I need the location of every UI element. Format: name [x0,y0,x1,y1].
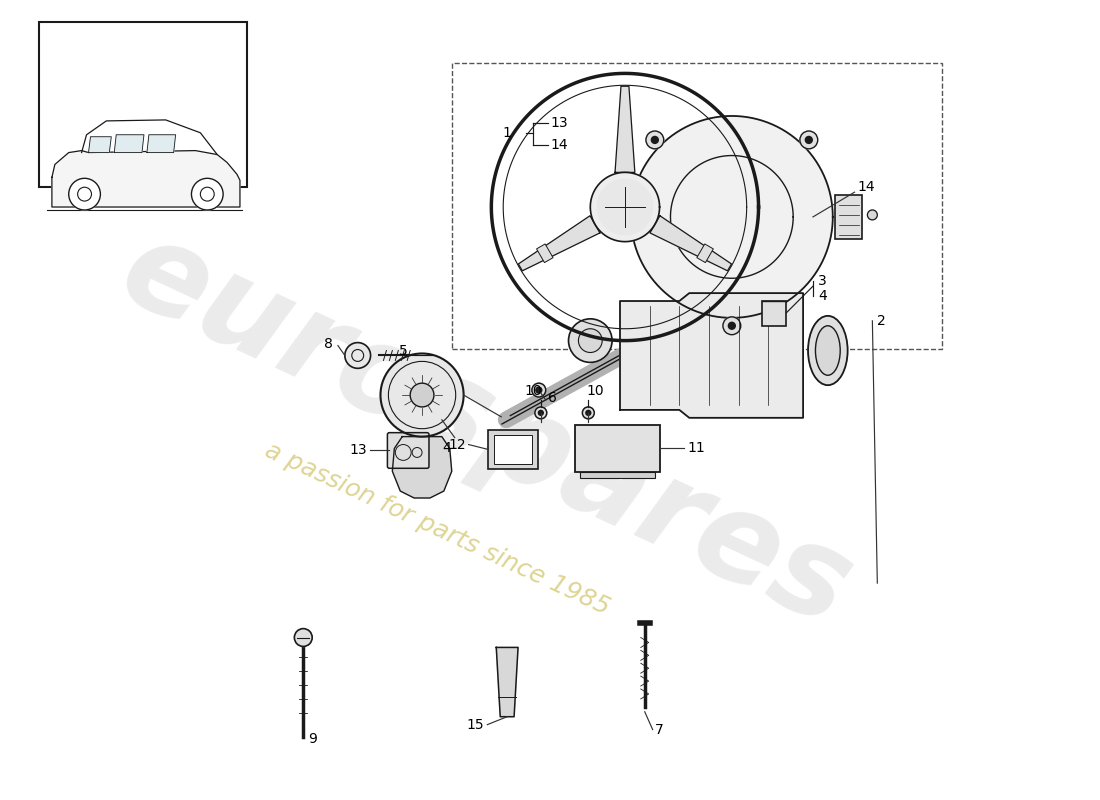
Bar [39,22,246,187]
Polygon shape [650,216,732,271]
Circle shape [723,317,740,334]
Polygon shape [147,134,176,153]
Text: 4: 4 [818,289,827,303]
Bar [696,244,713,262]
Circle shape [579,329,602,353]
Polygon shape [114,134,144,153]
Ellipse shape [808,316,848,385]
Bar [488,430,538,470]
Bar [494,434,532,464]
Text: 7: 7 [654,722,663,737]
Text: 13: 13 [551,116,569,130]
Polygon shape [615,86,635,172]
Bar [581,472,654,478]
Text: 3: 3 [818,274,827,288]
Circle shape [410,383,433,407]
Circle shape [800,131,817,149]
Circle shape [68,178,100,210]
Circle shape [651,137,658,143]
Text: 8: 8 [324,337,333,350]
Circle shape [569,319,612,362]
Ellipse shape [815,326,840,375]
Text: 4: 4 [442,441,451,454]
Text: 14: 14 [551,138,569,152]
Circle shape [532,383,546,397]
Polygon shape [591,172,660,242]
Bar [575,425,660,472]
Bar [835,195,862,238]
Text: 15: 15 [466,718,484,732]
Circle shape [728,322,735,330]
Text: 13: 13 [349,443,366,458]
Polygon shape [496,647,518,717]
Circle shape [538,410,543,415]
Text: 10: 10 [524,384,541,398]
Circle shape [536,387,542,393]
Circle shape [345,342,371,368]
Bar [761,301,786,326]
Text: 10: 10 [586,384,604,398]
Polygon shape [620,293,803,418]
Circle shape [586,410,591,415]
Circle shape [295,629,312,646]
Text: 6: 6 [548,391,557,405]
Circle shape [582,407,594,419]
Bar [452,63,942,349]
Circle shape [805,137,812,143]
Circle shape [535,407,547,419]
Bar [537,244,553,262]
Polygon shape [597,179,652,234]
Circle shape [868,210,878,220]
Circle shape [646,131,663,149]
Text: 14: 14 [858,180,876,194]
Polygon shape [631,116,833,318]
Circle shape [191,178,223,210]
Polygon shape [518,216,600,271]
Text: 9: 9 [308,731,317,746]
Polygon shape [393,437,452,498]
Text: 2: 2 [878,314,887,328]
Text: 5: 5 [398,343,407,358]
Text: a passion for parts since 1985: a passion for parts since 1985 [261,438,613,619]
FancyBboxPatch shape [387,433,429,468]
Text: 11: 11 [688,442,705,455]
Text: 12: 12 [448,438,465,451]
Polygon shape [88,137,111,153]
Text: 1: 1 [503,126,512,140]
Text: eurospares: eurospares [102,208,870,651]
Circle shape [381,354,463,437]
Polygon shape [52,150,240,207]
